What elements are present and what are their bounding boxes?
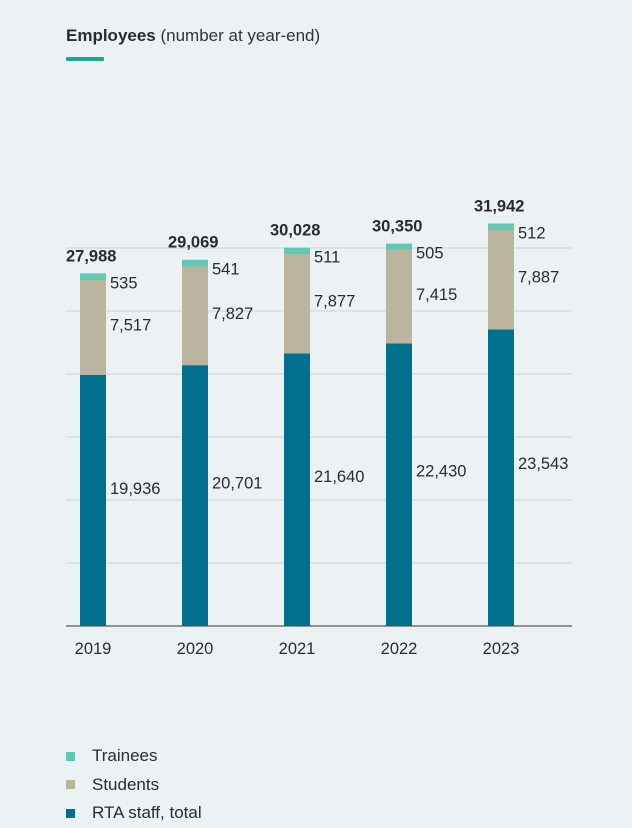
bar-rta-staff-total-2020 [182, 365, 208, 626]
bar-rta-staff-total-2019 [80, 374, 106, 626]
legend-swatch [66, 808, 75, 818]
chart-title: Employees (number at year-end) [66, 26, 320, 46]
bar-rta-staff-total-2023 [488, 329, 514, 626]
x-tick-label: 2022 [381, 640, 418, 658]
data-label: 20,701 [212, 475, 262, 493]
legend-item: RTA staff, total [66, 799, 202, 828]
employees-stacked-bar-chart: 19,936 7,517 535 27,988 2019 20,701 7,827 541 29… [66, 198, 572, 658]
legend-label: RTA staff, total [92, 803, 202, 823]
legend-swatch [66, 751, 75, 761]
x-tick-label: 2021 [279, 640, 316, 658]
bar-students-2023 [488, 229, 514, 330]
bar-students-2022 [386, 249, 412, 344]
legend-item: Trainees [66, 742, 202, 771]
data-label: 535 [110, 274, 138, 292]
bar-trainees-2022 [386, 243, 412, 250]
data-label: 19,936 [110, 480, 160, 498]
data-label: 7,887 [518, 269, 559, 287]
total-label: 31,942 [474, 198, 524, 216]
bar-trainees-2020 [182, 259, 208, 267]
data-label: 7,415 [416, 286, 457, 304]
data-label: 22,430 [416, 463, 466, 481]
chart-title-main: Employees [66, 26, 156, 45]
bar-trainees-2023 [488, 223, 514, 230]
total-label: 30,350 [372, 218, 422, 236]
data-label: 7,877 [314, 293, 355, 311]
x-tick-label: 2023 [483, 640, 520, 658]
chart-legend: Trainees Students RTA staff, total [66, 742, 202, 828]
data-label: 7,827 [212, 305, 253, 323]
x-tick-label: 2020 [177, 640, 214, 658]
bar-students-2020 [182, 266, 208, 366]
total-label: 27,988 [66, 247, 116, 265]
bar-students-2021 [284, 254, 310, 354]
bar-rta-staff-total-2021 [284, 353, 310, 626]
bar-students-2019 [80, 280, 106, 375]
data-label: 541 [212, 261, 240, 279]
total-label: 29,069 [168, 234, 218, 252]
legend-label: Trainees [92, 746, 158, 766]
data-label: 505 [416, 245, 444, 263]
legend-item: Students [66, 771, 202, 800]
bar-trainees-2019 [80, 273, 106, 281]
x-tick-label: 2019 [75, 640, 112, 658]
data-label: 21,640 [314, 468, 364, 486]
total-label: 30,028 [270, 222, 320, 240]
data-label: 512 [518, 225, 546, 243]
bar-rta-staff-total-2022 [386, 343, 412, 626]
data-label: 511 [314, 249, 340, 267]
data-label: 23,543 [518, 455, 568, 473]
title-accent-bar [66, 57, 104, 61]
data-label: 7,517 [110, 317, 151, 335]
legend-swatch [66, 780, 75, 790]
legend-label: Students [92, 774, 160, 794]
bar-trainees-2021 [284, 247, 310, 255]
chart-title-subtitle: (number at year-end) [155, 26, 321, 45]
